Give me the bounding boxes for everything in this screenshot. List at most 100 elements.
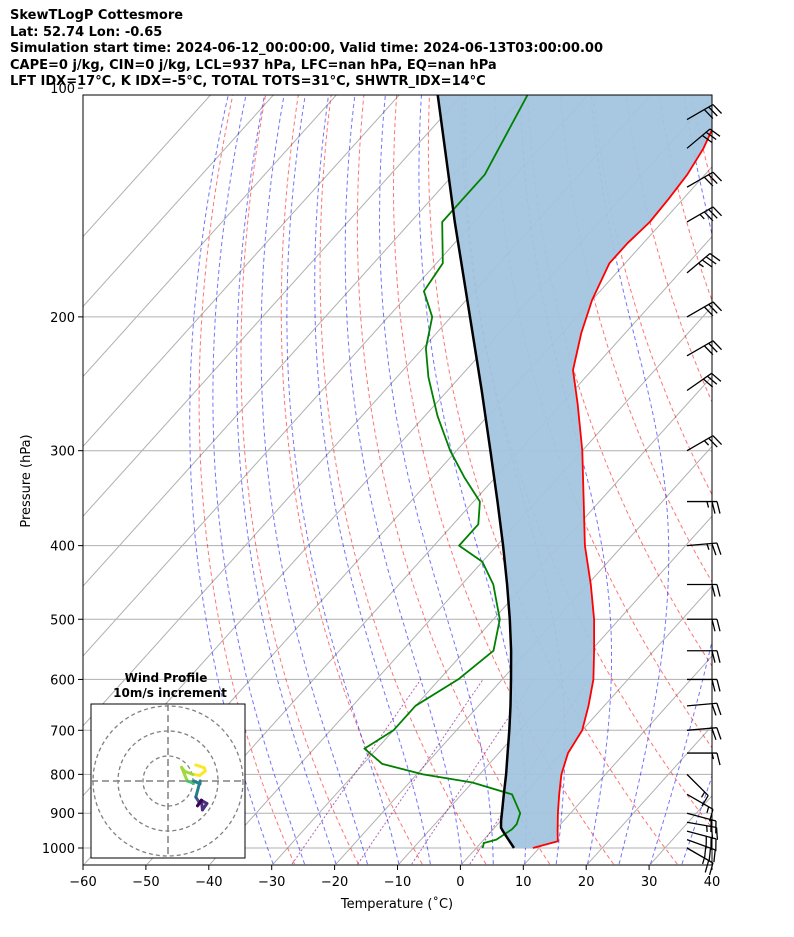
y-tick-label: 900 [50,807,75,822]
isotherm-line [83,95,526,587]
x-tick-label: 20 [578,875,595,890]
wind-barb-flag [711,372,722,382]
cape-cin-area [437,95,712,848]
wind-barb-flag [716,584,721,597]
wind-barb-flag [703,176,714,187]
wind-barb [686,171,723,188]
simulation-time-line: Simulation start time: 2024-06-12_00:00:… [10,41,603,56]
parcel-profile-line [436,95,516,849]
wind-barb-flag [712,104,723,114]
wind-barb-flag [712,171,723,182]
chart-title: SkewTLogP Cottesmore [10,8,184,23]
wind-barb-flag [708,303,718,314]
wind-barb-flag [716,752,721,766]
location-line: Lat: 52.74 Lon: -0.65 [10,24,163,40]
x-tick-label: 0 [456,875,464,890]
mixing-ratio-line [411,679,535,865]
wind-barb-flag [711,650,716,663]
wind-barb-flag [708,342,718,353]
wind-barb-flag [712,301,723,312]
wind-barb-flag [703,345,714,356]
wind-barb-flag [711,501,716,514]
wind-barb-flag [708,862,714,876]
wind-barb-flag [711,679,716,692]
wind-barb-flag [708,208,718,219]
y-tick-label: 100 [50,82,75,97]
wind-barb-flag [708,437,718,448]
isotherm-line [83,95,337,378]
wind-barb [686,435,723,452]
wind-barb [686,847,714,876]
wind-barb-flag [703,109,714,119]
dry-adiabat-line [392,95,614,865]
wind-barb [686,702,722,716]
y-tick-label: 600 [50,673,75,688]
wind-barb [687,650,721,663]
wind-barb [687,752,721,766]
wind-barb-flag [710,826,714,839]
wind-barb [686,206,723,223]
isotherm-line [83,95,275,308]
x-tick-label: −40 [195,875,222,890]
wind-barb-half-flag [700,791,706,798]
wind-barb-flag [716,650,721,663]
wind-barb-flag [701,795,709,807]
dry-adiabat-line [752,71,794,864]
x-tick-label: −30 [258,875,285,890]
isotherm-line [776,71,794,864]
wind-barb-flag [712,206,723,217]
moist-adiabat-line [590,95,670,865]
wind-barb-flag [705,256,717,265]
moist-adiabat-line [650,95,712,865]
wind-barb [686,104,723,121]
moist-adiabat-line [286,95,400,865]
y-tick-label: 500 [50,613,75,628]
y-tick-label: 1000 [42,842,75,857]
dry-adiabat-line [720,71,794,864]
wind-barb [686,727,722,741]
wind-barb-flag [705,131,717,141]
wind-barb [686,301,723,318]
dry-adiabat-line [625,95,712,403]
dry-adiabat-line [240,95,359,865]
wind-barb [687,500,721,514]
wind-barb-half-flag [706,543,710,550]
wind-barb [686,253,721,274]
wind-barb-flag [716,727,722,740]
wind-barb-half-flag [703,440,710,446]
wind-barb [686,542,722,556]
moist-adiabat-line [314,95,431,865]
wind-barb-flag [702,378,714,388]
y-tick-label: 300 [50,445,75,460]
moist-adiabat-line [212,95,306,865]
dry-adiabat-line [784,71,794,864]
dry-adiabat-line [280,95,423,865]
wind-barb-flag [711,584,716,597]
chart-header: SkewTLogP Cottesmore Lat: 52.74 Lon: -0.… [10,8,603,91]
mixing-ratio-line [357,679,484,865]
isotherm-line [587,725,712,865]
wind-barb-flag [715,827,719,840]
wind-barb-half-flag [698,262,704,268]
wind-barb-flag [712,435,723,446]
wind-barb-flag [708,809,714,822]
wind-barb-flag [701,134,713,144]
inset-subtitle: 10m/s increment [113,686,227,700]
wind-barb-flag [716,619,721,632]
dewpoint-profile-line [363,95,529,849]
y-tick-label: 400 [50,540,75,555]
dry-adiabat-line [592,95,712,496]
moist-adiabat-line [713,88,794,864]
wind-barb-half-flag [706,501,710,508]
isotherm-line [83,95,400,448]
wind-barb-flag [709,253,721,262]
wind-barb-half-flag [699,213,705,220]
wind-barb-half-flag [706,806,710,813]
hodograph-segment [180,765,189,783]
x-axis-label: Temperature (˚C) [340,896,453,912]
y-axis-label: Pressure (hPa) [19,434,34,527]
wind-barb-flag [716,703,722,716]
wind-barb-flag [716,501,721,514]
inset-title: Wind Profile [125,671,208,685]
wind-barb [686,812,717,834]
